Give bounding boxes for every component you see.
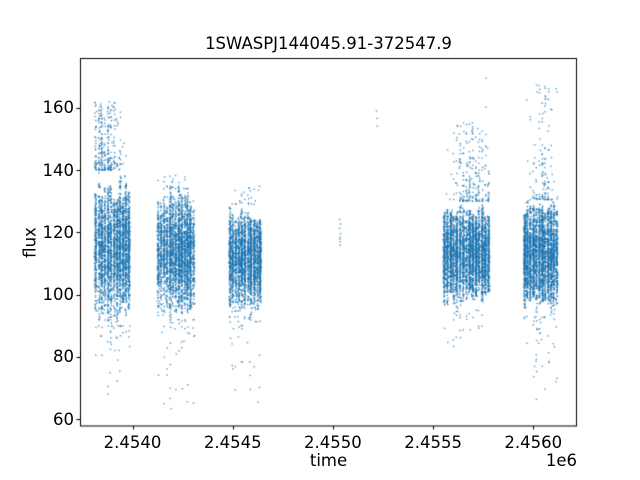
x-tick-label: 2.4545: [203, 433, 262, 452]
chart-title: 1SWASPJ144045.91-372547.9: [205, 34, 452, 53]
y-tick-label: 140: [42, 160, 75, 180]
y-tick-label: 80: [53, 347, 74, 367]
y-tick-label: 100: [42, 285, 75, 305]
y-tick-label: 160: [42, 98, 75, 118]
x-axis-label: time: [309, 451, 348, 470]
x-tick-label: 2.4560: [504, 433, 563, 452]
x-axis-offset-label: 1e6: [545, 451, 577, 470]
y-tick-label: 120: [42, 222, 75, 242]
x-tick-label: 2.4540: [103, 433, 162, 452]
y-tick-label: 60: [53, 409, 74, 429]
x-tick-label: 2.4550: [304, 433, 362, 452]
x-tick-label: 2.4555: [404, 433, 462, 452]
